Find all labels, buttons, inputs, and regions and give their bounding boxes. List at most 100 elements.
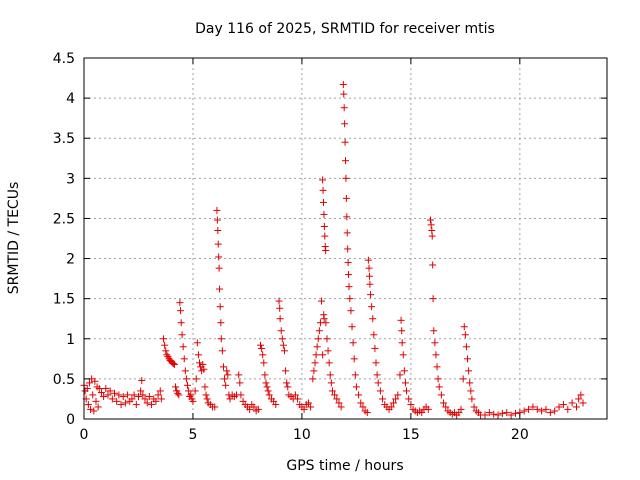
data-point	[440, 399, 448, 407]
data-point	[437, 391, 445, 399]
data-point	[328, 387, 336, 395]
data-point	[222, 381, 230, 389]
data-point	[128, 395, 136, 403]
y-tick-label: 1.5	[53, 292, 75, 308]
data-point	[170, 360, 178, 368]
data-point	[214, 226, 222, 234]
data-point	[279, 341, 287, 349]
data-point	[376, 387, 384, 395]
data-point	[213, 206, 221, 214]
data-point	[177, 307, 185, 315]
data-point	[319, 186, 327, 194]
data-point	[579, 399, 587, 407]
data-point	[341, 138, 349, 146]
data-point	[470, 403, 478, 411]
data-point	[433, 363, 441, 371]
data-point	[314, 335, 322, 343]
data-points	[80, 80, 587, 419]
data-point	[300, 405, 308, 413]
data-point	[401, 379, 409, 387]
data-point	[162, 347, 170, 355]
data-point	[92, 397, 100, 405]
data-point	[236, 379, 244, 387]
data-point	[187, 391, 195, 399]
data-point	[139, 391, 147, 399]
data-point	[182, 375, 190, 383]
data-point	[221, 375, 229, 383]
data-point	[342, 174, 350, 182]
data-point	[327, 379, 335, 387]
data-point	[366, 280, 374, 288]
data-point	[263, 383, 271, 391]
y-tick-label: 0	[66, 412, 75, 428]
data-point	[430, 327, 438, 335]
data-point	[398, 327, 406, 335]
data-point	[340, 90, 348, 98]
data-point	[213, 216, 221, 224]
data-point	[199, 360, 207, 368]
data-point	[219, 363, 227, 371]
data-point	[321, 232, 329, 240]
data-point	[272, 401, 280, 409]
data-point	[132, 401, 140, 409]
data-point	[394, 391, 402, 399]
data-point	[319, 351, 327, 359]
data-point	[333, 395, 341, 403]
data-point	[322, 247, 330, 255]
data-point	[432, 351, 440, 359]
data-point	[551, 407, 559, 415]
data-point	[217, 335, 225, 343]
data-point	[347, 307, 355, 315]
data-point	[529, 403, 537, 411]
data-point	[193, 339, 201, 347]
data-point	[342, 157, 349, 165]
data-point	[323, 335, 331, 343]
data-point	[163, 351, 171, 359]
data-point	[134, 393, 142, 401]
y-tick-label: 4	[66, 91, 75, 107]
x-tick-label: 5	[188, 427, 197, 443]
data-point	[379, 395, 387, 403]
data-point	[319, 176, 327, 184]
data-point	[275, 297, 283, 305]
data-point	[400, 367, 408, 375]
data-point	[373, 371, 381, 379]
data-point	[429, 295, 437, 303]
data-point	[177, 319, 185, 327]
data-point	[216, 285, 224, 293]
data-point	[175, 391, 183, 399]
x-tick-label: 0	[80, 427, 89, 443]
data-point	[369, 315, 377, 323]
data-point	[387, 403, 395, 411]
data-point	[226, 395, 234, 403]
data-point	[457, 405, 465, 413]
data-point	[311, 359, 319, 367]
data-point	[538, 407, 546, 415]
data-point	[568, 399, 576, 407]
data-point	[90, 407, 98, 415]
data-point	[258, 344, 266, 352]
data-point	[94, 403, 102, 411]
data-point	[84, 401, 92, 409]
data-point	[490, 410, 498, 418]
data-point	[313, 343, 321, 351]
data-point	[335, 399, 343, 407]
data-point	[215, 264, 223, 272]
data-point	[87, 405, 95, 413]
data-point	[189, 397, 197, 405]
data-point	[89, 391, 97, 399]
data-point	[374, 379, 382, 387]
data-point	[100, 393, 108, 401]
data-point	[117, 401, 125, 409]
data-point	[137, 387, 145, 395]
data-point	[217, 319, 225, 327]
data-point	[178, 331, 186, 339]
data-point	[138, 376, 146, 384]
data-point	[95, 385, 103, 393]
data-point	[533, 405, 541, 413]
data-point	[192, 375, 200, 383]
data-point	[389, 399, 397, 407]
data-point	[461, 331, 469, 339]
data-point	[343, 229, 351, 237]
data-point	[277, 327, 285, 335]
